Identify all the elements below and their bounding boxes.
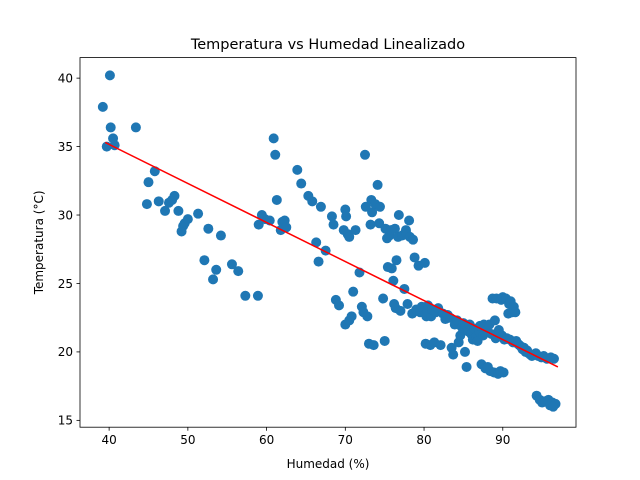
data-point	[307, 196, 318, 207]
data-point	[141, 199, 152, 210]
data-point	[459, 346, 470, 357]
y-axis-label: Temperatura (°C)	[32, 190, 46, 295]
data-point	[233, 266, 244, 277]
data-point	[341, 211, 352, 222]
data-point	[395, 305, 406, 316]
data-point	[160, 205, 171, 216]
data-point	[404, 215, 415, 226]
data-point	[182, 214, 193, 225]
y-tick-label: 30	[58, 208, 73, 222]
data-point	[313, 256, 324, 267]
data-point	[315, 201, 326, 212]
x-axis-label: Humedad (%)	[287, 457, 370, 471]
data-point	[199, 255, 210, 266]
data-point	[365, 219, 376, 230]
data-point	[393, 210, 404, 221]
plot-frame	[79, 57, 577, 428]
data-point	[268, 133, 279, 144]
fit-layer	[104, 141, 559, 368]
data-point	[346, 311, 357, 322]
plot-area	[80, 57, 576, 428]
data-point	[169, 190, 180, 201]
data-point	[388, 275, 399, 286]
data-point	[489, 315, 500, 326]
fit-line	[104, 141, 559, 368]
data-point	[97, 101, 108, 112]
data-point	[130, 122, 141, 133]
data-point	[548, 401, 559, 412]
chart-title: Temperatura vs Humedad Linealizado	[190, 37, 465, 53]
data-point	[104, 70, 115, 81]
y-axis: 15 20 25 30 35 40	[58, 71, 80, 428]
x-tick-label: 70	[338, 433, 353, 447]
data-point	[408, 234, 419, 245]
data-point	[240, 290, 251, 301]
data-point	[270, 149, 281, 160]
data-point	[311, 237, 322, 248]
data-point	[362, 311, 373, 322]
x-tick-label: 50	[180, 433, 195, 447]
data-point	[173, 205, 184, 216]
x-tick-label: 80	[416, 433, 431, 447]
data-point	[203, 223, 214, 234]
data-point	[498, 367, 509, 378]
data-point	[281, 222, 292, 233]
data-point	[143, 177, 154, 188]
data-point	[391, 255, 402, 266]
data-point	[215, 230, 226, 241]
data-point	[328, 219, 339, 230]
data-point	[326, 211, 337, 222]
data-point	[344, 231, 355, 242]
x-tick-label: 60	[259, 433, 274, 447]
data-point	[374, 201, 385, 212]
data-point	[419, 257, 430, 268]
data-point	[252, 290, 263, 301]
x-tick-label: 90	[495, 433, 510, 447]
data-point	[193, 208, 204, 219]
y-tick-label: 35	[58, 140, 73, 154]
data-point	[153, 196, 164, 207]
data-point	[296, 178, 307, 189]
data-point	[208, 274, 219, 285]
data-point	[292, 164, 303, 175]
data-point	[378, 293, 389, 304]
data-point	[226, 259, 237, 270]
data-point	[105, 122, 116, 133]
data-point	[379, 335, 390, 346]
x-axis: 40 50 60 70 80 90	[101, 427, 510, 447]
y-tick-label: 25	[58, 277, 73, 291]
data-point	[448, 349, 459, 360]
data-point	[548, 353, 559, 364]
y-tick-label: 15	[58, 414, 73, 428]
data-point	[271, 194, 282, 205]
data-point	[360, 149, 371, 160]
data-point	[372, 179, 383, 190]
data-point	[334, 300, 345, 311]
data-point	[455, 330, 466, 341]
y-tick-label: 40	[58, 71, 73, 85]
points-layer	[97, 70, 561, 412]
data-point	[389, 223, 400, 234]
data-point	[409, 252, 420, 263]
data-point	[461, 361, 472, 372]
data-point	[386, 263, 397, 274]
x-tick-label: 40	[101, 433, 116, 447]
data-point	[435, 340, 446, 351]
y-tick-label: 20	[58, 345, 73, 359]
data-point	[510, 307, 521, 318]
data-point	[402, 299, 413, 309]
data-point	[348, 286, 359, 297]
data-point	[368, 340, 379, 351]
data-point	[367, 207, 378, 218]
data-point	[211, 264, 222, 275]
data-point	[350, 225, 361, 236]
